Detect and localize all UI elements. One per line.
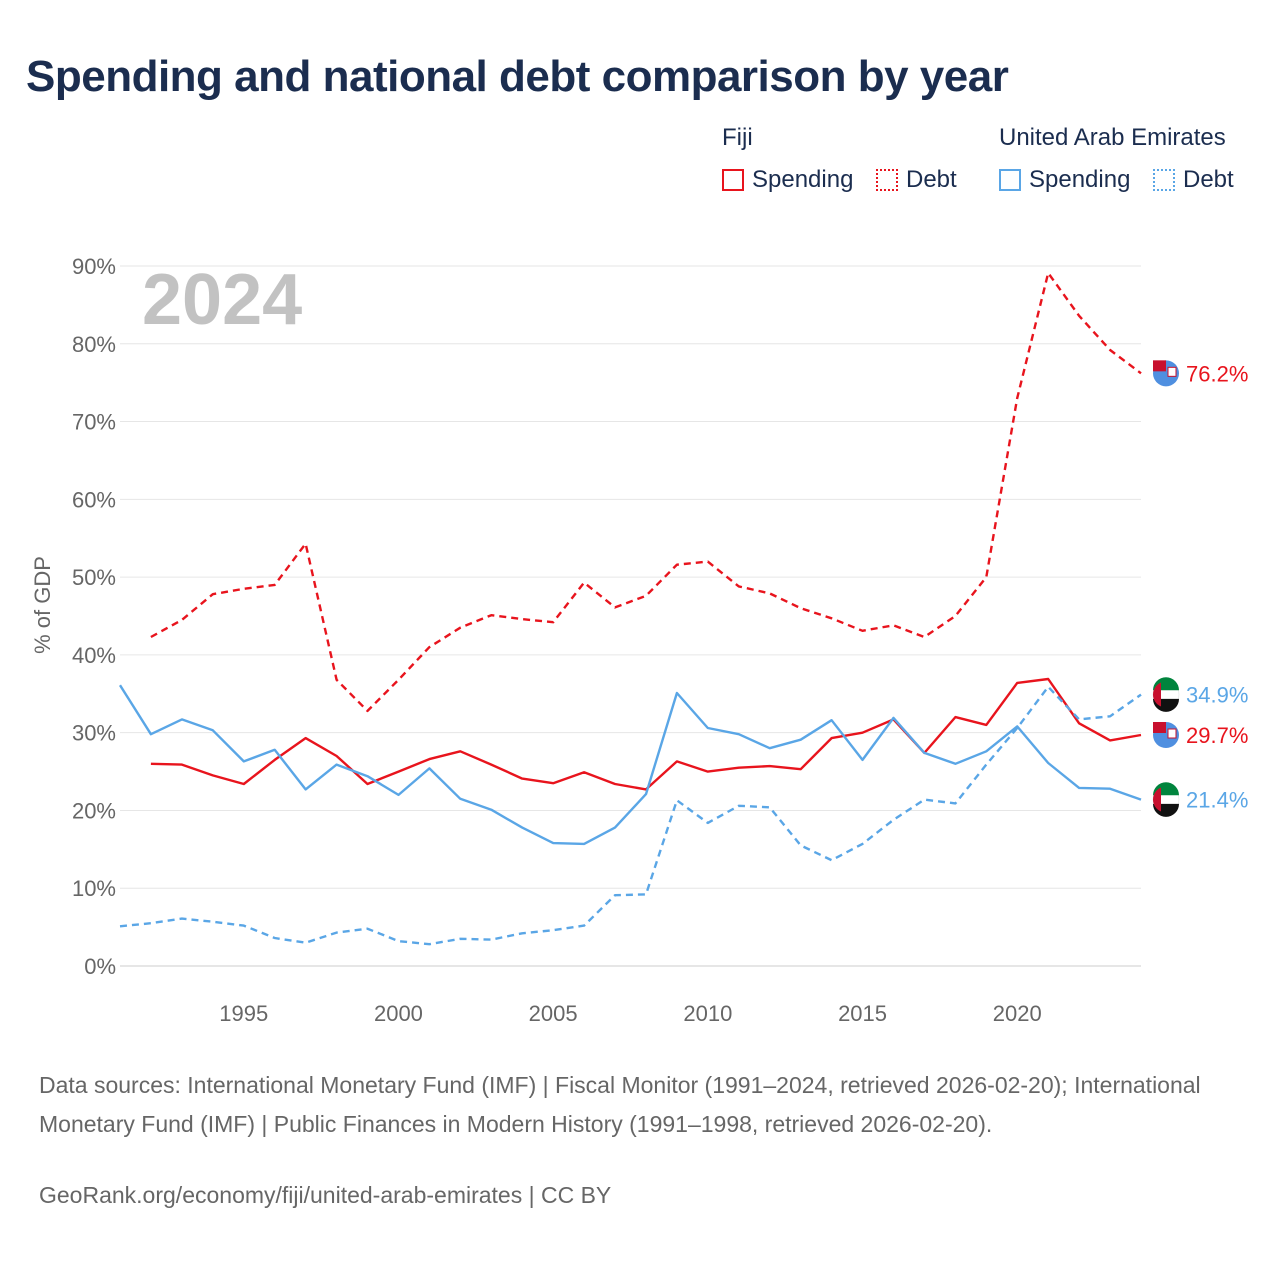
flag-canton bbox=[1153, 722, 1166, 733]
flag-band-red bbox=[1153, 682, 1161, 707]
y-axis-label: % of GDP bbox=[30, 556, 55, 654]
y-tick-label: 50% bbox=[72, 565, 116, 590]
end-value-label: 21.4% bbox=[1186, 788, 1248, 813]
y-tick-label: 10% bbox=[72, 876, 116, 901]
series-lines bbox=[118, 271, 1142, 946]
data-sources: Data sources: International Monetary Fun… bbox=[39, 1072, 1201, 1137]
y-tick-label: 20% bbox=[72, 798, 116, 823]
legend-label: Spending bbox=[752, 166, 854, 193]
year-watermark: 2024 bbox=[142, 260, 302, 340]
legend-item-uae-spending[interactable]: Spending bbox=[999, 166, 1130, 194]
x-tick-label: 2010 bbox=[683, 1001, 732, 1026]
y-tick-label: 60% bbox=[72, 487, 116, 512]
x-tick-label: 1995 bbox=[219, 1001, 268, 1026]
legend-item-uae-debt[interactable]: Debt bbox=[1153, 166, 1234, 194]
legend-swatch-solid bbox=[999, 169, 1021, 191]
x-tick-label: 2005 bbox=[529, 1001, 578, 1026]
legend-swatch-solid bbox=[722, 169, 744, 191]
end-markers: 76.2% 29.7% 21.4% 34.9% bbox=[1152, 360, 1248, 817]
flag-band-red bbox=[1153, 787, 1161, 812]
y-tick-label: 80% bbox=[72, 332, 116, 357]
end-marker-united-arab-emirates-debt: 34.9% bbox=[1152, 677, 1248, 712]
gridlines: 0% 10% 20% 30% 40% 50% 60% 70% 80% 90% 1995 2000 200… bbox=[72, 254, 1141, 1026]
x-tick-label: 2000 bbox=[374, 1001, 423, 1026]
chart-title: Spending and national debt comparison by… bbox=[26, 52, 1009, 101]
flag-shield bbox=[1167, 366, 1177, 377]
series-line-fiji-spending[interactable] bbox=[150, 677, 1142, 791]
end-value-label: 34.9% bbox=[1186, 683, 1248, 708]
series-line-united-arab-emirates-spending[interactable] bbox=[118, 684, 1142, 846]
y-tick-label: 90% bbox=[72, 254, 116, 279]
legend-group-uae: United Arab Emirates bbox=[999, 124, 1226, 151]
series-line-fiji-debt[interactable] bbox=[150, 271, 1142, 713]
credit-link[interactable]: GeoRank.org/economy/fiji/united-arab-emi… bbox=[39, 1182, 612, 1208]
flag-shield bbox=[1167, 728, 1177, 739]
x-tick-label: 2020 bbox=[993, 1001, 1042, 1026]
y-tick-label: 40% bbox=[72, 643, 116, 668]
end-value-label: 29.7% bbox=[1186, 723, 1248, 748]
legend-label: Spending bbox=[1029, 166, 1131, 193]
end-marker-fiji-spending: 29.7% bbox=[1153, 722, 1248, 748]
legend-item-fiji-spending[interactable]: Spending bbox=[722, 166, 853, 194]
end-value-label: 76.2% bbox=[1186, 361, 1248, 386]
series-line-united-arab-emirates-debt[interactable] bbox=[119, 685, 1142, 946]
legend-group-fiji: Fiji bbox=[722, 124, 753, 151]
legend-swatch-dotted bbox=[876, 169, 898, 191]
x-tick-label: 2015 bbox=[838, 1001, 887, 1026]
y-tick-label: 30% bbox=[72, 721, 116, 746]
end-marker-united-arab-emirates-spending: 21.4% bbox=[1152, 782, 1248, 817]
legend-item-fiji-debt[interactable]: Debt bbox=[876, 166, 957, 194]
y-tick-label: 70% bbox=[72, 410, 116, 435]
flag-canton bbox=[1153, 360, 1166, 372]
legend-swatch-dotted bbox=[1153, 169, 1175, 191]
legend-label: Debt bbox=[906, 166, 957, 193]
legend-label: Debt bbox=[1183, 166, 1234, 193]
end-marker-fiji-debt: 76.2% bbox=[1153, 360, 1248, 387]
y-tick-label: 0% bbox=[84, 954, 116, 979]
